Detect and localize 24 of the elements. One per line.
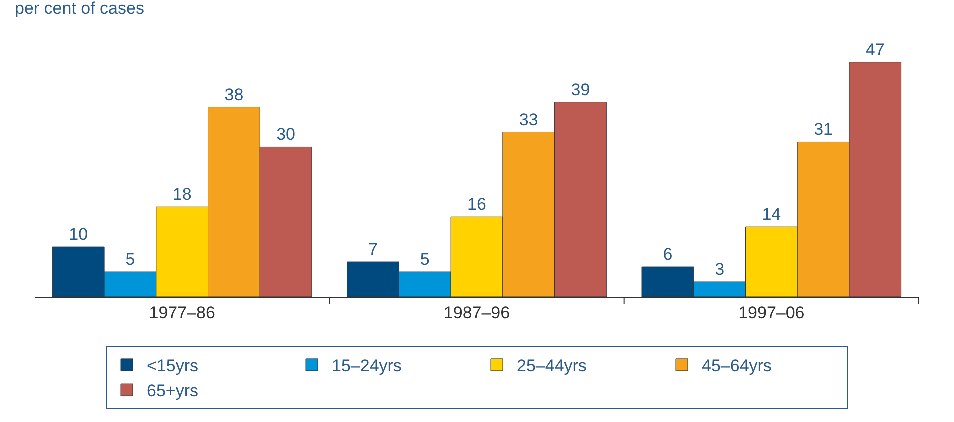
data-label: 5	[126, 250, 136, 270]
data-label: 47	[866, 40, 885, 60]
y-axis-title: per cent of cases	[15, 0, 144, 18]
x-tick-label: 1977–86	[149, 303, 216, 322]
data-label: 30	[276, 125, 296, 144]
data-label: 16	[468, 195, 486, 214]
data-label: 33	[519, 110, 538, 130]
data-label: 3	[715, 260, 725, 280]
data-label: 18	[172, 185, 192, 204]
data-label: 7	[368, 240, 378, 260]
x-tick-label: 1987–96	[444, 303, 510, 322]
legend-label: 15–24yrs	[332, 356, 402, 376]
legend-label: 45–64yrs	[702, 356, 772, 376]
data-label: 5	[420, 250, 430, 270]
data-label: 39	[571, 80, 590, 100]
legend-label: <15yrs	[147, 356, 198, 376]
data-label: 10	[69, 225, 88, 244]
legend-label: 25–44yrs	[517, 356, 587, 376]
data-label: 14	[762, 205, 782, 224]
data-label: 6	[663, 245, 673, 264]
data-label: 38	[224, 85, 244, 104]
x-tick-label: 1997–06	[738, 303, 805, 322]
legend-label: 65+yrs	[147, 382, 198, 401]
data-label: 31	[814, 120, 833, 140]
